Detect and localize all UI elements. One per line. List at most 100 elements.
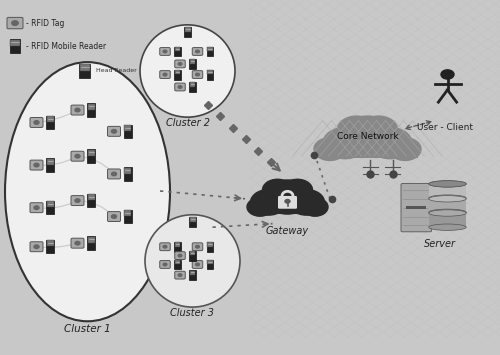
- FancyBboxPatch shape: [30, 203, 43, 213]
- Bar: [174, 260, 181, 269]
- Circle shape: [163, 263, 167, 266]
- Bar: [10, 39, 20, 53]
- Text: Cluster 3: Cluster 3: [170, 308, 214, 318]
- FancyBboxPatch shape: [192, 48, 203, 55]
- Circle shape: [75, 154, 80, 158]
- FancyBboxPatch shape: [278, 196, 297, 209]
- Bar: [46, 159, 54, 165]
- Ellipse shape: [429, 210, 466, 216]
- Circle shape: [302, 198, 328, 216]
- Circle shape: [338, 116, 376, 143]
- Bar: [87, 103, 95, 117]
- Bar: [208, 70, 213, 75]
- Circle shape: [282, 179, 312, 201]
- Circle shape: [360, 116, 398, 143]
- Bar: [175, 47, 180, 51]
- Text: Core Network: Core Network: [336, 132, 398, 141]
- Bar: [429, 212, 466, 227]
- FancyBboxPatch shape: [192, 261, 203, 268]
- Text: - RFID Tag: - RFID Tag: [26, 18, 64, 28]
- Bar: [174, 70, 181, 80]
- Circle shape: [262, 179, 292, 201]
- FancyBboxPatch shape: [175, 271, 185, 279]
- FancyBboxPatch shape: [160, 243, 170, 251]
- Circle shape: [178, 62, 182, 65]
- FancyBboxPatch shape: [108, 126, 120, 136]
- Bar: [46, 240, 54, 253]
- FancyBboxPatch shape: [7, 17, 23, 29]
- Ellipse shape: [5, 62, 170, 321]
- Bar: [88, 194, 94, 200]
- Bar: [175, 70, 180, 75]
- FancyBboxPatch shape: [71, 151, 84, 161]
- Bar: [189, 270, 196, 280]
- Ellipse shape: [429, 181, 466, 187]
- Bar: [175, 242, 180, 247]
- Bar: [46, 116, 54, 122]
- Bar: [190, 251, 195, 256]
- Bar: [87, 194, 95, 207]
- Ellipse shape: [145, 215, 240, 307]
- Circle shape: [314, 138, 346, 160]
- Bar: [124, 210, 132, 223]
- Circle shape: [178, 254, 182, 257]
- FancyBboxPatch shape: [71, 196, 84, 206]
- Circle shape: [264, 180, 312, 214]
- Ellipse shape: [429, 195, 466, 201]
- Bar: [87, 236, 95, 250]
- Circle shape: [163, 245, 167, 248]
- Bar: [189, 59, 196, 69]
- Circle shape: [34, 245, 39, 248]
- Bar: [190, 217, 196, 222]
- Text: Cluster 1: Cluster 1: [64, 324, 111, 334]
- Bar: [80, 64, 90, 78]
- Bar: [189, 217, 196, 227]
- Bar: [46, 116, 54, 129]
- Circle shape: [196, 263, 200, 266]
- FancyBboxPatch shape: [71, 105, 84, 115]
- Circle shape: [75, 199, 80, 202]
- Bar: [46, 201, 54, 214]
- Circle shape: [368, 127, 412, 159]
- FancyBboxPatch shape: [160, 48, 170, 55]
- Bar: [174, 242, 181, 252]
- Bar: [429, 198, 466, 213]
- Circle shape: [163, 73, 167, 76]
- Circle shape: [112, 215, 116, 218]
- Circle shape: [389, 138, 421, 160]
- FancyBboxPatch shape: [71, 238, 84, 248]
- Bar: [208, 47, 213, 51]
- Bar: [124, 167, 132, 181]
- FancyBboxPatch shape: [401, 184, 432, 232]
- Text: Gateway: Gateway: [266, 226, 309, 236]
- Circle shape: [196, 73, 200, 76]
- Bar: [207, 47, 213, 56]
- Circle shape: [12, 21, 18, 25]
- Ellipse shape: [429, 224, 466, 230]
- FancyBboxPatch shape: [160, 71, 170, 78]
- Bar: [190, 82, 195, 87]
- Circle shape: [285, 200, 290, 203]
- Bar: [184, 27, 191, 37]
- FancyBboxPatch shape: [30, 160, 43, 170]
- Circle shape: [75, 241, 80, 245]
- Bar: [88, 104, 94, 110]
- Bar: [429, 184, 466, 199]
- Bar: [190, 271, 195, 275]
- Circle shape: [34, 206, 39, 209]
- Bar: [80, 64, 90, 71]
- FancyBboxPatch shape: [108, 212, 120, 222]
- Circle shape: [178, 86, 182, 88]
- Bar: [124, 125, 132, 138]
- Circle shape: [323, 127, 367, 159]
- FancyBboxPatch shape: [30, 118, 43, 127]
- Text: Cluster 2: Cluster 2: [166, 118, 210, 128]
- Circle shape: [288, 190, 324, 215]
- Circle shape: [247, 198, 273, 216]
- Text: Head Reader: Head Reader: [96, 69, 137, 73]
- Bar: [124, 125, 131, 131]
- FancyBboxPatch shape: [175, 252, 185, 260]
- FancyBboxPatch shape: [160, 261, 170, 268]
- Ellipse shape: [140, 25, 235, 117]
- Text: Server: Server: [424, 239, 456, 249]
